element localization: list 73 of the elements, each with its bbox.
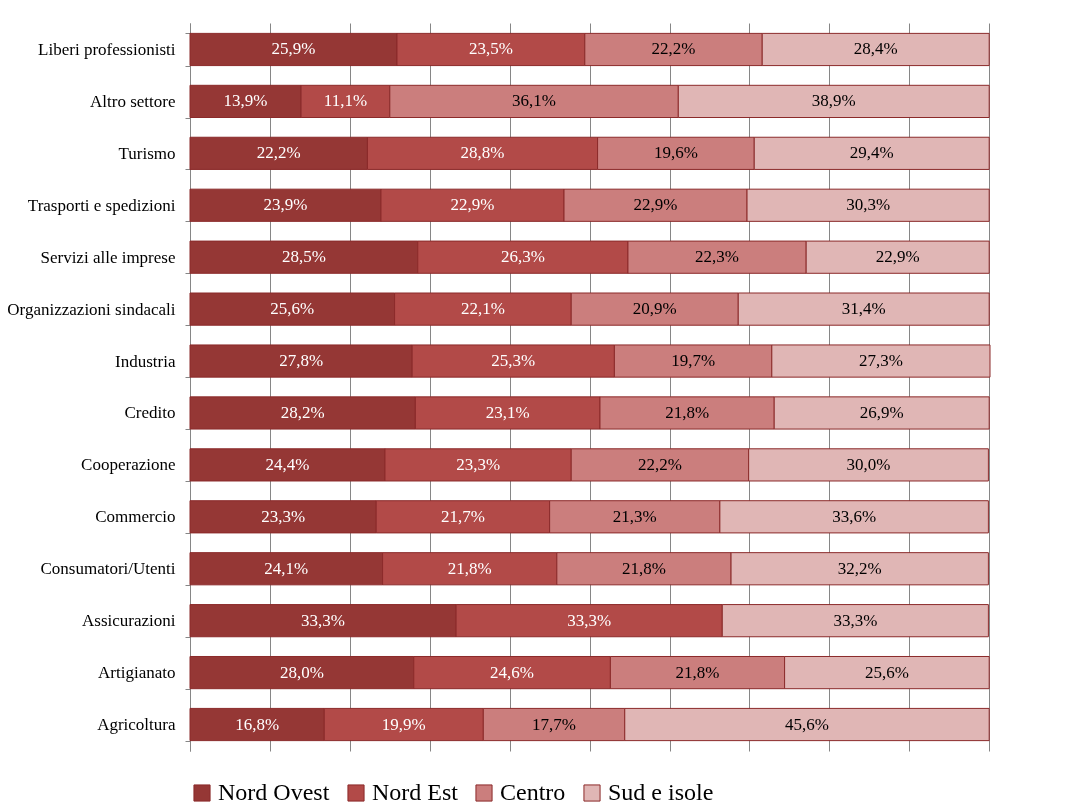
data-label: 33,3% <box>567 610 612 630</box>
y-tick-label: Assicurazioni <box>82 611 176 631</box>
data-label: 21,3% <box>612 506 657 526</box>
y-tick-label: Artigianato <box>98 663 176 683</box>
y-tick-label: Liberi professionisti <box>38 39 176 59</box>
y-tick-label: Credito <box>124 403 176 423</box>
data-label: 21,8% <box>665 402 710 422</box>
data-label: 28,0% <box>279 662 324 682</box>
y-tick-label: Trasporti e spedizioni <box>27 195 176 215</box>
legend-label: Nord Ovest <box>218 779 330 805</box>
data-label: 21,8% <box>447 558 492 578</box>
data-label: 33,3% <box>301 610 346 630</box>
y-tick-label: Commercio <box>95 507 176 527</box>
data-label: 31,4% <box>841 299 886 319</box>
data-label: 26,9% <box>859 402 904 422</box>
data-label: 22,2% <box>651 39 696 59</box>
data-label: 22,9% <box>450 195 495 215</box>
data-label: 25,9% <box>271 39 316 59</box>
data-label: 21,8% <box>621 558 666 578</box>
data-label: 19,9% <box>381 714 426 734</box>
data-label: 22,2% <box>637 454 682 474</box>
y-tick-label: Servizi alle imprese <box>40 247 176 267</box>
y-tick-label: Turismo <box>118 143 176 163</box>
data-label: 23,1% <box>485 402 530 422</box>
data-label: 30,0% <box>846 454 891 474</box>
data-label: 20,9% <box>632 299 677 319</box>
legend-label: Sud e isole <box>608 779 714 805</box>
data-label: 28,5% <box>281 247 326 267</box>
data-label: 23,9% <box>263 195 308 215</box>
data-label: 24,1% <box>264 558 309 578</box>
data-label: 19,6% <box>653 143 698 163</box>
data-label: 24,4% <box>265 454 310 474</box>
data-label: 45,6% <box>785 714 829 734</box>
data-label: 29,4% <box>849 143 894 163</box>
data-label: 27,3% <box>858 351 903 371</box>
data-label: 32,2% <box>837 558 882 578</box>
legend-label: Nord Est <box>372 779 459 805</box>
data-label: 25,6% <box>864 662 909 682</box>
data-label: 33,6% <box>832 506 877 526</box>
y-tick-label: Cooperazione <box>81 455 176 475</box>
data-label: 22,9% <box>633 195 678 215</box>
data-label: 22,3% <box>695 247 740 267</box>
data-label: 26,3% <box>500 247 545 267</box>
data-label: 28,8% <box>460 143 505 163</box>
data-label: 19,7% <box>671 351 716 371</box>
data-label: 27,8% <box>279 351 324 371</box>
y-tick-label: Organizzazioni sindacali <box>7 299 176 319</box>
data-label: 25,6% <box>270 299 315 319</box>
data-label: 22,9% <box>875 247 920 267</box>
data-label: 23,5% <box>468 39 513 59</box>
data-label: 33,3% <box>833 610 878 630</box>
data-label: 21,7% <box>440 506 485 526</box>
data-label: 24,6% <box>490 662 535 682</box>
data-label: 22,2% <box>256 143 301 163</box>
data-label: 23,3% <box>261 506 306 526</box>
data-label: 28,2% <box>280 402 325 422</box>
y-tick-label: Agricoltura <box>97 715 176 735</box>
data-label: 36,1% <box>512 91 557 111</box>
y-tick-label: Consumatori/Utenti <box>40 559 176 579</box>
data-label: 13,9% <box>223 91 268 111</box>
data-label: 22,1% <box>460 299 505 319</box>
data-label: 28,4% <box>853 39 898 59</box>
data-label: 38,9% <box>811 91 856 111</box>
y-tick-label: Industria <box>115 351 176 371</box>
data-label: 16,8% <box>235 714 280 734</box>
data-label: 23,3% <box>456 454 501 474</box>
data-label: 11,1% <box>323 91 368 111</box>
data-label: 25,3% <box>491 351 536 371</box>
y-tick-label: Altro settore <box>90 91 176 111</box>
data-label: 21,8% <box>675 662 720 682</box>
data-label: 17,7% <box>532 714 576 734</box>
data-label: 30,3% <box>846 195 891 215</box>
legend-label: Centro <box>500 779 566 805</box>
